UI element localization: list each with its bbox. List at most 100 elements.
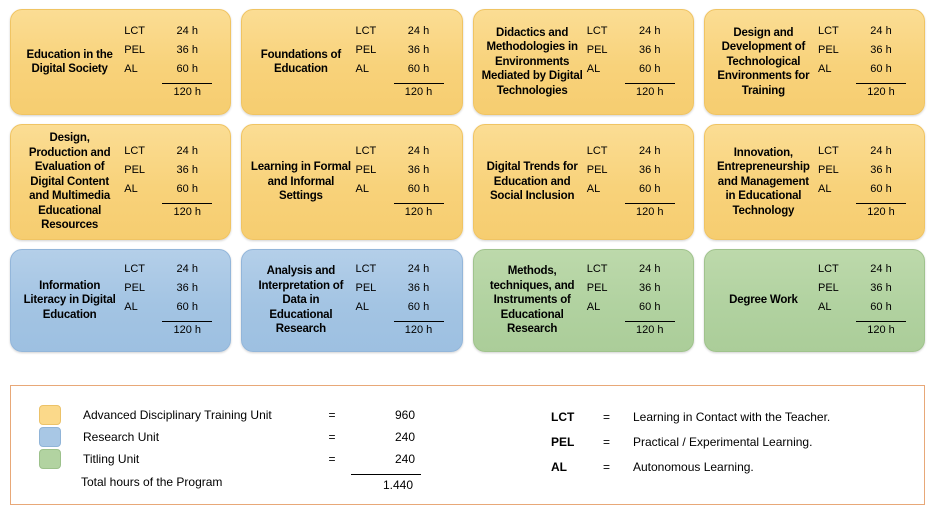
- course-title: Methods, techniques, and Instruments of …: [489, 265, 575, 336]
- hours-table: LCT 24 h PEL 36 h AL 60 h 120 h: [124, 263, 220, 338]
- legend-unit-value: 240: [394, 452, 415, 466]
- legend-abbr-description: Learning in Contact with the Teacher.: [633, 409, 831, 424]
- hours-value-lct: 24 h: [870, 24, 892, 37]
- hours-row-pel: PEL 36 h: [356, 44, 452, 63]
- hours-row-al: AL 60 h: [818, 183, 914, 202]
- hours-key-lct: LCT: [818, 144, 839, 157]
- hours-key-lct: LCT: [124, 144, 146, 157]
- hours-key-pel: PEL: [818, 163, 839, 176]
- course-title: Design and Development of Technological …: [717, 26, 810, 97]
- legend-unit-label: Titling Unit: [83, 452, 140, 466]
- hours-key-pel: PEL: [818, 282, 839, 294]
- course-title: Didactics and Methodologies in Environme…: [481, 26, 583, 97]
- hours-row-total: 120 h: [124, 82, 220, 100]
- hours-row-total: 120 h: [124, 202, 220, 220]
- hours-row-pel: PEL 36 h: [818, 44, 914, 63]
- hours-row-al: AL 60 h: [818, 63, 914, 82]
- course-card[interactable]: Information Literacy in Digital Educatio…: [10, 249, 232, 352]
- hours-row-lct: LCT 24 h: [818, 145, 914, 164]
- hours-value-pel: 36 h: [870, 282, 892, 294]
- hours-row-lct: LCT 24 h: [124, 25, 220, 44]
- hours-row-lct: LCT 24 h: [587, 263, 683, 282]
- course-card[interactable]: Learning in Formal and Informal Settings…: [241, 124, 463, 240]
- legend-unit-row: Research Unit = 240: [39, 426, 511, 448]
- hours-row-lct: LCT 24 h: [818, 25, 914, 44]
- hours-value-al: 60 h: [176, 62, 198, 75]
- hours-row-lct: LCT 24 h: [818, 263, 914, 282]
- hours-key-al: AL: [355, 62, 369, 75]
- hours-row-lct: LCT 24 h: [124, 145, 220, 164]
- hours-value-pel: 36 h: [639, 282, 661, 294]
- hours-row-al: AL 60 h: [818, 301, 914, 320]
- hours-value-lct: 24 h: [639, 24, 661, 37]
- legend-equals-sign: =: [328, 430, 336, 444]
- hours-row-lct: LCT 24 h: [356, 25, 452, 44]
- hours-key-al: AL: [818, 182, 832, 195]
- hours-row-pel: PEL 36 h: [356, 164, 452, 183]
- course-card[interactable]: Design and Development of Technological …: [703, 9, 925, 115]
- hours-value-total: 120 h: [856, 321, 906, 337]
- hours-row-lct: LCT 24 h: [356, 145, 452, 164]
- hours-table: LCT 24 h PEL 36 h AL 60 h 120 h: [818, 263, 914, 338]
- course-card[interactable]: Education in the Digital Society LCT 24 …: [10, 9, 232, 115]
- legend-abbr-key: PEL: [551, 434, 575, 449]
- hours-key-al: AL: [586, 62, 601, 75]
- hours-key-pel: PEL: [355, 163, 377, 176]
- legend-equals-sign: =: [328, 408, 336, 422]
- hours-value-lct: 24 h: [870, 144, 892, 157]
- hours-key-lct: LCT: [818, 24, 839, 37]
- course-card[interactable]: Methods, techniques, and Instruments of …: [472, 249, 694, 352]
- hours-value-al: 60 h: [639, 182, 661, 195]
- course-title: Design, Production and Evaluation of Dig…: [28, 132, 111, 232]
- course-card[interactable]: Analysis and Interpretation of Data in E…: [241, 249, 463, 352]
- hours-value-total: 120 h: [856, 202, 906, 219]
- hours-table: LCT 24 h PEL 36 h AL 60 h 120 h: [356, 263, 452, 338]
- hours-value-pel: 36 h: [176, 282, 198, 294]
- hours-row-pel: PEL 36 h: [587, 164, 683, 183]
- course-card[interactable]: Degree Work LCT 24 h PEL 36 h AL 60 h: [703, 249, 925, 352]
- hours-key-al: AL: [355, 182, 369, 195]
- hours-value-lct: 24 h: [407, 144, 430, 157]
- course-card[interactable]: Digital Trends for Education and Social …: [472, 124, 694, 240]
- hours-key-pel: PEL: [124, 282, 146, 294]
- legend-total-label: Total hours of the Program: [81, 475, 223, 489]
- hours-row-lct: LCT 24 h: [587, 145, 683, 164]
- hours-key-pel: PEL: [818, 43, 839, 56]
- hours-key-lct: LCT: [586, 144, 608, 157]
- hours-value-al: 60 h: [176, 182, 198, 195]
- color-swatch-green-icon: [39, 449, 61, 469]
- course-card[interactable]: Didactics and Methodologies in Environme…: [472, 9, 694, 115]
- legend-equals-sign: =: [603, 434, 611, 449]
- legend-total-value: 1.440: [351, 474, 421, 492]
- course-card[interactable]: Foundations of Education LCT 24 h PEL 36…: [241, 9, 463, 115]
- hours-key-al: AL: [355, 301, 369, 313]
- hours-row-total: 120 h: [818, 320, 914, 338]
- hours-value-al: 60 h: [407, 62, 430, 75]
- course-title: Foundations of Education: [260, 48, 341, 76]
- hours-row-total: 120 h: [356, 202, 452, 220]
- hours-value-total: 120 h: [624, 321, 675, 337]
- legend-abbr-key: AL: [551, 459, 567, 474]
- legend-equals-sign: =: [603, 409, 611, 424]
- hours-value-al: 60 h: [407, 182, 430, 195]
- course-title: Education in the Digital Society: [26, 48, 113, 76]
- course-row-3: Information Literacy in Digital Educatio…: [10, 249, 925, 352]
- hours-value-total: 120 h: [162, 82, 213, 99]
- hours-key-lct: LCT: [818, 263, 839, 275]
- hours-row-al: AL 60 h: [356, 301, 452, 320]
- hours-key-lct: LCT: [355, 263, 377, 275]
- hours-key-pel: PEL: [124, 163, 146, 176]
- hours-key-lct: LCT: [355, 144, 377, 157]
- legend-abbr-row: LCT = Learning in Contact with the Teach…: [551, 404, 924, 429]
- course-card[interactable]: Design, Production and Evaluation of Dig…: [10, 124, 232, 240]
- hours-table: LCT 24 h PEL 36 h AL 60 h 120 h: [124, 25, 220, 100]
- course-card[interactable]: Innovation, Entrepreneurship and Managem…: [703, 124, 925, 240]
- hours-row-pel: PEL 36 h: [124, 44, 220, 63]
- legend-total-row: Total hours of the Program 1.440: [39, 470, 511, 494]
- hours-row-al: AL 60 h: [124, 183, 220, 202]
- hours-value-al: 60 h: [639, 301, 661, 313]
- hours-key-al: AL: [124, 301, 138, 313]
- hours-key-al: AL: [818, 62, 832, 75]
- legend-abbreviations-column: LCT = Learning in Contact with the Teach…: [511, 386, 924, 504]
